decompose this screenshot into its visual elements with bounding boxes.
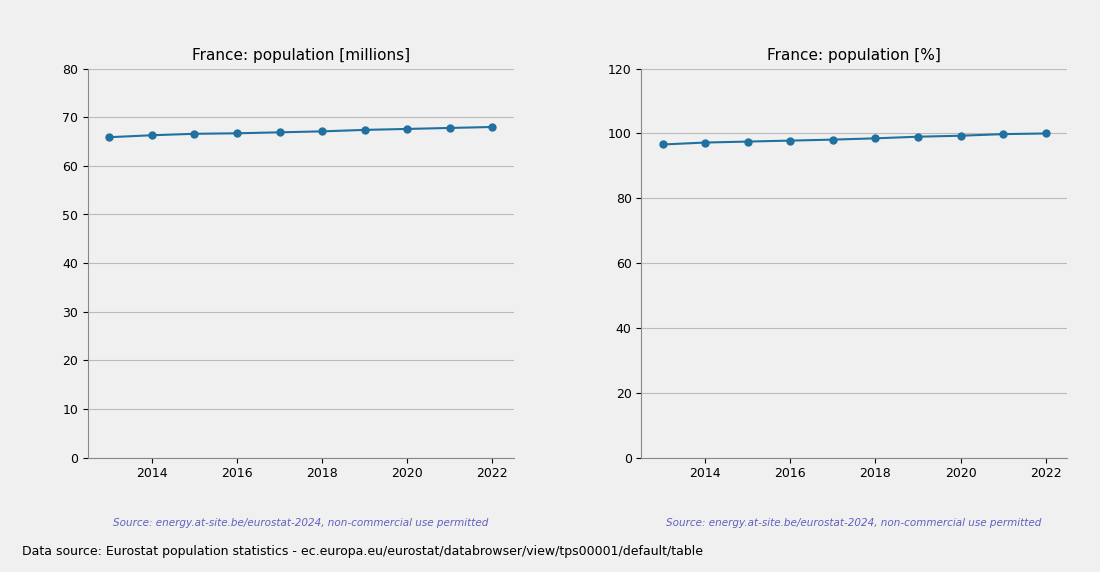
Text: Source: energy.at-site.be/eurostat-2024, non-commercial use permitted: Source: energy.at-site.be/eurostat-2024,… <box>113 518 488 528</box>
Title: France: population [millions]: France: population [millions] <box>191 48 410 63</box>
Text: Source: energy.at-site.be/eurostat-2024, non-commercial use permitted: Source: energy.at-site.be/eurostat-2024,… <box>667 518 1042 528</box>
Text: Data source: Eurostat population statistics - ec.europa.eu/eurostat/databrowser/: Data source: Eurostat population statist… <box>22 545 703 558</box>
Title: France: population [%]: France: population [%] <box>767 48 942 63</box>
